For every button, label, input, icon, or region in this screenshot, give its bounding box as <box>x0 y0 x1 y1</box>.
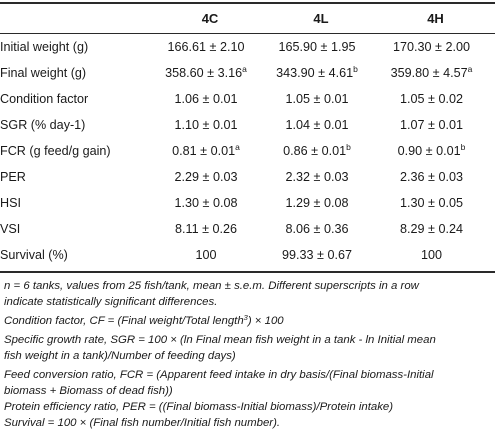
table-cell: 1.04 ± 0.01 <box>262 112 372 138</box>
table-row: FCR (g feed/g gain) 0.81 ± 0.01a 0.86 ± 0.… <box>0 138 491 164</box>
table-row: SGR (% day-1) 1.10 ± 0.01 1.04 ± 0.01 1.07 … <box>0 112 491 138</box>
cell-value: 2.29 ± 0.03 <box>174 170 238 184</box>
table-cell: 99.33 ± 0.67 <box>262 242 372 268</box>
header-rule <box>0 33 495 34</box>
table-row: VSI 8.11 ± 0.26 8.06 ± 0.36 8.29 ± 0.24 <box>0 216 491 242</box>
row-label: HSI <box>0 196 21 210</box>
cell-value: 1.30 ± 0.05 <box>400 196 463 210</box>
table-cell: 1.10 ± 0.01 <box>150 112 262 138</box>
cell-value: 166.61 ± 2.10 <box>167 40 245 54</box>
cell-value: 0.81 ± 0.01 <box>172 144 236 158</box>
table-cell: 1.30 ± 0.08 <box>150 190 262 216</box>
cell-value: 100 <box>195 248 217 262</box>
table-cell: 1.05 ± 0.01 <box>262 86 372 112</box>
table-cell: 170.30 ± 2.00 <box>372 34 491 60</box>
footnote-sgr-line1: Specific growth rate, SGR = 100 × (ln Fi… <box>4 334 436 346</box>
footnote-fcr-line1: Feed conversion ratio, FCR = (Apparent f… <box>4 369 434 381</box>
table-row: Condition factor 1.06 ± 0.01 1.05 ± 0.01 1.… <box>0 86 491 112</box>
top-rule <box>0 2 495 4</box>
cell-value: 8.11 ± 0.26 <box>175 222 237 236</box>
column-header-4c: 4C <box>201 11 219 26</box>
cell-value: 1.10 ± 0.01 <box>174 118 238 132</box>
cell-value: 1.07 ± 0.01 <box>400 118 463 132</box>
table-cell: 100 <box>372 242 491 268</box>
column-header-4l: 4L <box>313 11 329 26</box>
table-cell: 1.05 ± 0.02 <box>372 86 491 112</box>
table-row: Initial weight (g) 166.61 ± 2.10 165.90 ± … <box>0 34 491 60</box>
cell-value: 170.30 ± 2.00 <box>393 40 470 54</box>
row-label: Initial weight (g) <box>0 40 89 54</box>
cell-value: 2.36 ± 0.03 <box>400 170 463 184</box>
footnote-fcr-line2: biomass + Biomass of dead fish)) <box>4 385 173 397</box>
table-row: PER 2.29 ± 0.03 2.32 ± 0.03 2.36 ± 0.03 <box>0 164 491 190</box>
table-cell: 343.90 ± 4.61b <box>262 60 372 86</box>
table-cell: 358.60 ± 3.16a <box>150 60 262 86</box>
cell-value: 100 <box>420 248 442 262</box>
table-cell: 2.32 ± 0.03 <box>262 164 372 190</box>
row-label: VSI <box>0 222 21 236</box>
footnote-sgr-line2: fish weight in a tank)/Number of feeding… <box>4 350 236 362</box>
table-cell: 8.06 ± 0.36 <box>262 216 372 242</box>
table-cell: 2.29 ± 0.03 <box>150 164 262 190</box>
table-cell: 8.11 ± 0.26 <box>150 216 262 242</box>
table-cell: 8.29 ± 0.24 <box>372 216 491 242</box>
table-row: HSI 1.30 ± 0.08 1.29 ± 0.08 1.30 ± 0.05 <box>0 190 491 216</box>
cell-value: 2.32 ± 0.03 <box>285 170 349 184</box>
table-cell: 165.90 ± 1.95 <box>262 34 372 60</box>
footnote-per: Protein efficiency ratio, PER = ((Final … <box>4 401 394 413</box>
cell-value: 1.06 ± 0.01 <box>174 92 238 106</box>
significance-superscript: a <box>467 64 473 74</box>
column-header-4h: 4H <box>427 11 444 26</box>
cell-value: 0.86 ± 0.01 <box>283 144 347 158</box>
results-table: Initial weight (g) 166.61 ± 2.10 165.90 ± … <box>0 34 491 268</box>
table-cell: 0.90 ± 0.01b <box>372 138 491 164</box>
significance-superscript: a <box>235 142 240 152</box>
table-cell: 166.61 ± 2.10 <box>150 34 262 60</box>
cell-value: 0.90 ± 0.01 <box>397 144 461 158</box>
table-row: Survival (%) 100 99.33 ± 0.67 100 <box>0 242 491 268</box>
table-cell: 1.07 ± 0.01 <box>372 112 491 138</box>
row-label: Survival (%) <box>0 248 68 262</box>
significance-superscript: b <box>346 142 351 152</box>
cell-value: 1.04 ± 0.01 <box>285 118 349 132</box>
table-cell: 2.36 ± 0.03 <box>372 164 491 190</box>
cell-value: 1.29 ± 0.08 <box>285 196 349 210</box>
table-cell: 100 <box>150 242 262 268</box>
cell-value: 8.29 ± 0.24 <box>400 222 463 236</box>
table-cell: 1.06 ± 0.01 <box>150 86 262 112</box>
cell-value: 1.05 ± 0.01 <box>285 92 349 106</box>
table-row: Final weight (g) 358.60 ± 3.16a 343.90 ± 4… <box>0 60 491 86</box>
row-label: PER <box>0 170 26 184</box>
table-cell: 0.81 ± 0.01a <box>150 138 262 164</box>
footnote-n-line2: indicate statistically significant diffe… <box>4 296 218 308</box>
row-label: SGR (% day-1) <box>0 118 86 132</box>
bottom-rule <box>0 271 495 273</box>
row-label: FCR (g feed/g gain) <box>0 144 111 158</box>
cell-value: 359.80 ± 4.57 <box>390 66 468 80</box>
cell-value: 358.60 ± 3.16 <box>165 66 243 80</box>
footnote-cf-superscript: 3 <box>243 313 248 322</box>
table-cell: 1.29 ± 0.08 <box>262 190 372 216</box>
significance-superscript: a <box>242 64 247 74</box>
table-cell: 1.30 ± 0.05 <box>372 190 491 216</box>
table-cell: 359.80 ± 4.57a <box>372 60 491 86</box>
cell-value: 343.90 ± 4.61 <box>276 66 354 80</box>
cell-value: 99.33 ± 0.67 <box>282 248 352 262</box>
table-header: 4C 4L 4H <box>0 4 495 33</box>
row-label: Final weight (g) <box>0 66 87 80</box>
cell-value: 1.05 ± 0.02 <box>400 92 463 106</box>
footnote-cf-tail: ) × 100 <box>247 315 284 327</box>
footnote-n-line1: n = 6 tanks, values from 25 fish/tank, m… <box>4 280 419 292</box>
significance-superscript: b <box>353 64 358 74</box>
footnote-condition-factor: Condition factor, CF = (Final weight/Tot… <box>4 313 284 327</box>
footnote-cf-text: Condition factor, CF = (Final weight/Tot… <box>4 315 244 327</box>
cell-value: 165.90 ± 1.95 <box>278 40 356 54</box>
cell-value: 8.06 ± 0.36 <box>285 222 349 236</box>
footnote-survival: Survival = 100 × (Final fish number/Init… <box>4 417 281 429</box>
table-cell: 0.86 ± 0.01b <box>262 138 372 164</box>
significance-superscript: b <box>460 142 466 152</box>
cell-value: 1.30 ± 0.08 <box>174 196 238 210</box>
row-label: Condition factor <box>0 92 89 106</box>
